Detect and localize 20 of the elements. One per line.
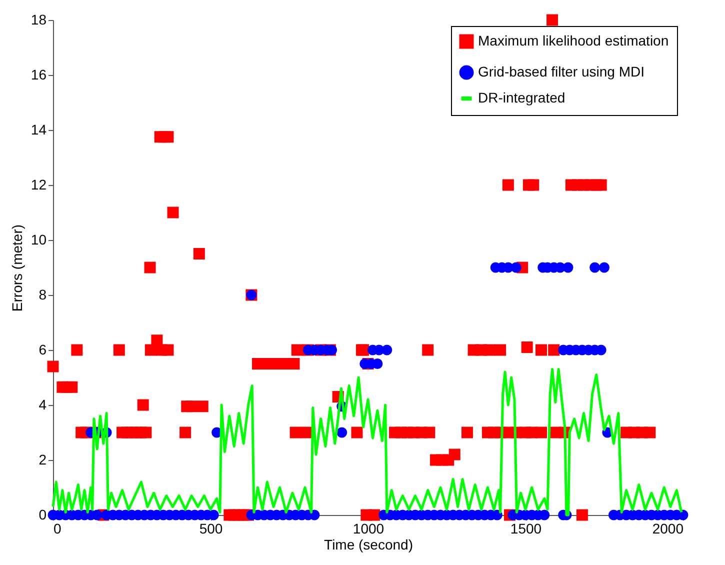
legend-label: DR-integrated [478, 90, 566, 106]
y-tick-label: 4 [38, 396, 47, 412]
y-tick-label: 16 [30, 66, 47, 82]
y-tick-label: 12 [30, 176, 47, 192]
y-tick-label: 6 [38, 342, 47, 358]
legend-label: Grid-based filter using MDI [478, 64, 645, 80]
y-tick-label: 0 [38, 506, 47, 522]
y-tick-label: 10 [30, 232, 47, 248]
x-tick-label: 1500 [510, 520, 542, 536]
y-tick-label: 14 [30, 122, 47, 138]
y-axis-title: Errors (meter) [8, 224, 25, 312]
y-tick-label: 2 [38, 452, 47, 468]
x-tick-label: 2000 [652, 520, 684, 536]
x-axis-title: Time (second) [324, 536, 413, 552]
y-tick-label: 18 [30, 12, 47, 28]
x-tick-label: 500 [199, 520, 223, 536]
x-tick-label: 1000 [352, 520, 384, 536]
x-tick-label: 0 [54, 520, 62, 536]
y-tick-label: 8 [38, 286, 47, 302]
legend-label: Maximum likelihood estimation [478, 32, 669, 48]
